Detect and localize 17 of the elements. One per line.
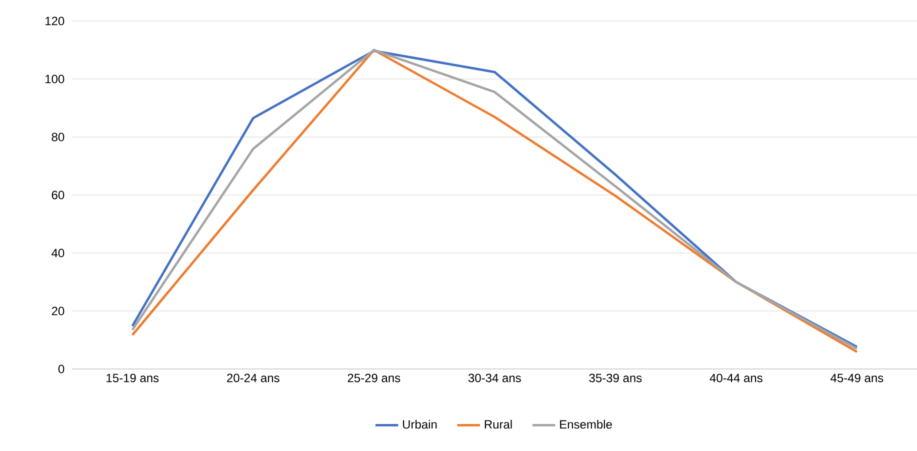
y-tick-label: 120 bbox=[46, 16, 64, 26]
x-tick-label: 35-39 ans bbox=[589, 374, 642, 382]
legend-label: Ensemble bbox=[560, 420, 612, 429]
y-tick-label: 100 bbox=[46, 74, 64, 84]
x-tick-label: 45-49 ans bbox=[830, 374, 884, 382]
x-tick-label: 25-29 ans bbox=[348, 374, 400, 382]
x-tick-label: 30-34 ans bbox=[468, 374, 521, 382]
x-tick-label: 20-24 ans bbox=[227, 374, 280, 382]
y-tick-label: 0 bbox=[58, 364, 64, 374]
y-tick-label: 40 bbox=[52, 248, 64, 258]
y-tick-label: 60 bbox=[52, 190, 64, 200]
x-tick-label: 15-19 ans bbox=[106, 374, 159, 382]
y-tick-label: 20 bbox=[52, 306, 64, 316]
legend-label: Urbain bbox=[402, 420, 437, 429]
x-tick-label: 40-44 ans bbox=[710, 374, 762, 382]
y-tick-label: 80 bbox=[52, 132, 64, 142]
legend-label: Rural bbox=[484, 420, 512, 429]
